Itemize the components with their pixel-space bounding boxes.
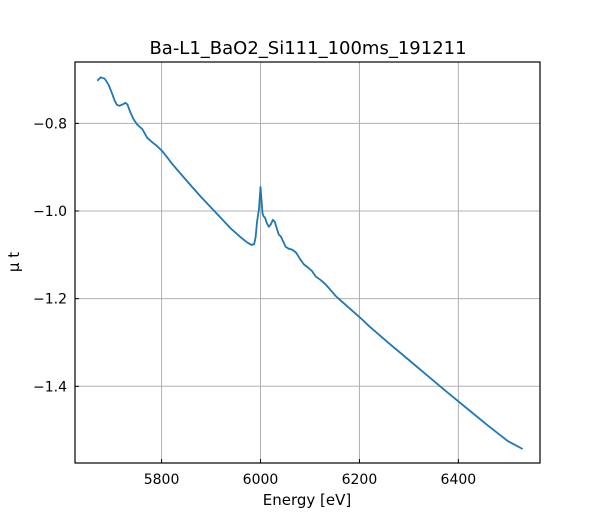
x-axis-label: Energy [eV]: [263, 491, 351, 509]
x-axis: 5800 6000 6200 6400: [144, 459, 476, 488]
x-tick-label: 6200: [342, 472, 378, 488]
series-line: [96, 76, 524, 450]
chart-title: Ba-L1_BaO2_Si111_100ms_191211: [149, 38, 466, 59]
y-tick-label: −0.8: [33, 116, 67, 132]
y-tick-label: −1.0: [33, 204, 67, 220]
x-tick-label: 5800: [144, 472, 180, 488]
grid: [75, 62, 540, 463]
y-axis-label: μ t: [5, 252, 23, 272]
plot-frame: [74, 61, 541, 464]
y-tick-label: −1.4: [33, 379, 67, 395]
x-tick-label: 6400: [441, 472, 477, 488]
series-layer: [96, 76, 524, 450]
y-axis: −0.8 −1.0 −1.2 −1.4: [33, 116, 79, 395]
x-tick-label: 6000: [243, 472, 279, 488]
y-tick-label: −1.2: [33, 292, 67, 308]
